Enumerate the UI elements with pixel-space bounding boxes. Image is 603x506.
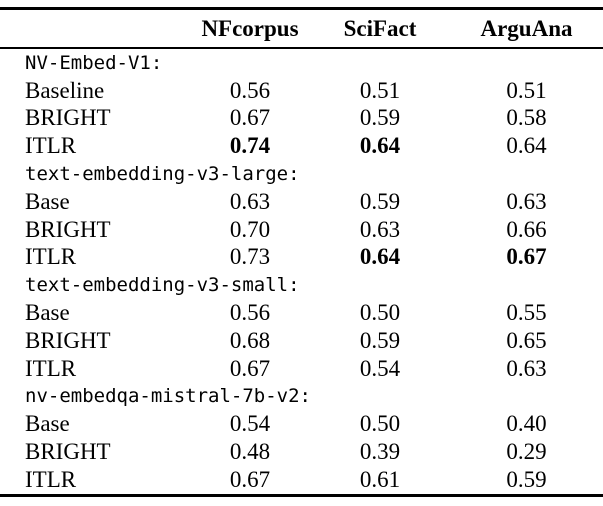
table-row: ITLR 0.74 0.64 0.64 (0, 132, 603, 160)
value-cell: 0.66 (506, 216, 547, 242)
row-label: ITLR (25, 355, 77, 381)
value-cell: 0.67 (229, 105, 271, 131)
value-cell: 0.61 (359, 466, 401, 492)
value-cell: 0.63 (506, 188, 547, 214)
table-body: NV-Embed-V1: Baseline 0.56 0.51 0.51 BRIGHT 0.… (0, 48, 603, 495)
value-cell: 0.74 (229, 133, 271, 159)
value-cell: 0.55 (506, 300, 547, 326)
value-cell: 0.56 (229, 300, 271, 326)
group-header-label: text-embedding-v3-large: (25, 163, 300, 186)
table-row: Base 0.56 0.50 0.55 (0, 299, 603, 327)
value-cell: 0.70 (229, 216, 271, 242)
row-label: ITLR (25, 244, 77, 270)
group-header-row: nv-embedqa-mistral-7b-v2: (0, 383, 603, 411)
value-cell: 0.29 (506, 439, 547, 465)
value-cell: 0.64 (506, 133, 547, 159)
value-cell: 0.63 (506, 355, 547, 381)
value-cell: 0.73 (229, 244, 271, 270)
table-row: Base 0.54 0.50 0.40 (0, 410, 603, 438)
value-cell: 0.48 (229, 439, 271, 465)
column-header-nfcorpus: NFcorpus (201, 15, 299, 41)
table-row: ITLR 0.67 0.61 0.59 (0, 466, 603, 495)
table-row: BRIGHT 0.67 0.59 0.58 (0, 105, 603, 133)
value-cell: 0.51 (506, 77, 547, 103)
column-header-scifact: SciFact (343, 15, 417, 41)
row-label: Base (25, 300, 70, 326)
value-cell: 0.58 (506, 105, 547, 131)
header-row: NFcorpus SciFact ArguAna (0, 9, 603, 49)
value-cell: 0.64 (359, 244, 401, 270)
table-row: BRIGHT 0.68 0.59 0.65 (0, 327, 603, 355)
value-cell: 0.63 (359, 216, 401, 242)
row-label: Baseline (25, 77, 105, 103)
table-row: ITLR 0.67 0.54 0.63 (0, 355, 603, 383)
row-label: Base (25, 188, 70, 214)
table-row: ITLR 0.73 0.64 0.67 (0, 244, 603, 272)
group-header-row: text-embedding-v3-small: (0, 271, 603, 299)
table-row: BRIGHT 0.70 0.63 0.66 (0, 216, 603, 244)
row-label: Base (25, 411, 70, 437)
value-cell: 0.67 (229, 355, 271, 381)
row-label: BRIGHT (25, 216, 111, 242)
value-cell: 0.50 (359, 411, 401, 437)
group-header-label: text-embedding-v3-small: (25, 274, 300, 297)
group-header-label: NV-Embed-V1: (25, 51, 163, 74)
value-cell: 0.67 (229, 466, 271, 492)
value-cell: 0.59 (359, 105, 401, 131)
value-cell: 0.59 (359, 188, 401, 214)
value-cell: 0.56 (229, 77, 271, 103)
results-table: NFcorpus SciFact ArguAna NV-Embed-V1: Bas… (0, 7, 603, 497)
table-row: BRIGHT 0.48 0.39 0.29 (0, 438, 603, 466)
table-row: Base 0.63 0.59 0.63 (0, 188, 603, 216)
row-label: ITLR (25, 466, 77, 492)
value-cell: 0.50 (359, 300, 401, 326)
value-cell: 0.65 (506, 327, 547, 353)
value-cell: 0.51 (359, 77, 401, 103)
group-header-label: nv-embedqa-mistral-7b-v2: (25, 385, 311, 408)
row-label: ITLR (25, 133, 77, 159)
value-cell: 0.64 (359, 133, 401, 159)
table-row: Baseline 0.56 0.51 0.51 (0, 77, 603, 105)
row-label: BRIGHT (25, 327, 111, 353)
column-header-arguana: ArguAna (480, 15, 573, 41)
value-cell: 0.54 (359, 355, 401, 381)
column-header-empty (0, 9, 190, 49)
group-header-row: NV-Embed-V1: (0, 48, 603, 77)
group-header-row: text-embedding-v3-large: (0, 160, 603, 188)
value-cell: 0.68 (229, 327, 271, 353)
value-cell: 0.59 (359, 327, 401, 353)
value-cell: 0.67 (506, 244, 547, 270)
row-label: BRIGHT (25, 439, 111, 465)
value-cell: 0.63 (229, 188, 271, 214)
value-cell: 0.40 (506, 411, 547, 437)
value-cell: 0.54 (229, 411, 271, 437)
value-cell: 0.39 (359, 439, 401, 465)
value-cell: 0.59 (506, 466, 547, 492)
row-label: BRIGHT (25, 105, 111, 131)
